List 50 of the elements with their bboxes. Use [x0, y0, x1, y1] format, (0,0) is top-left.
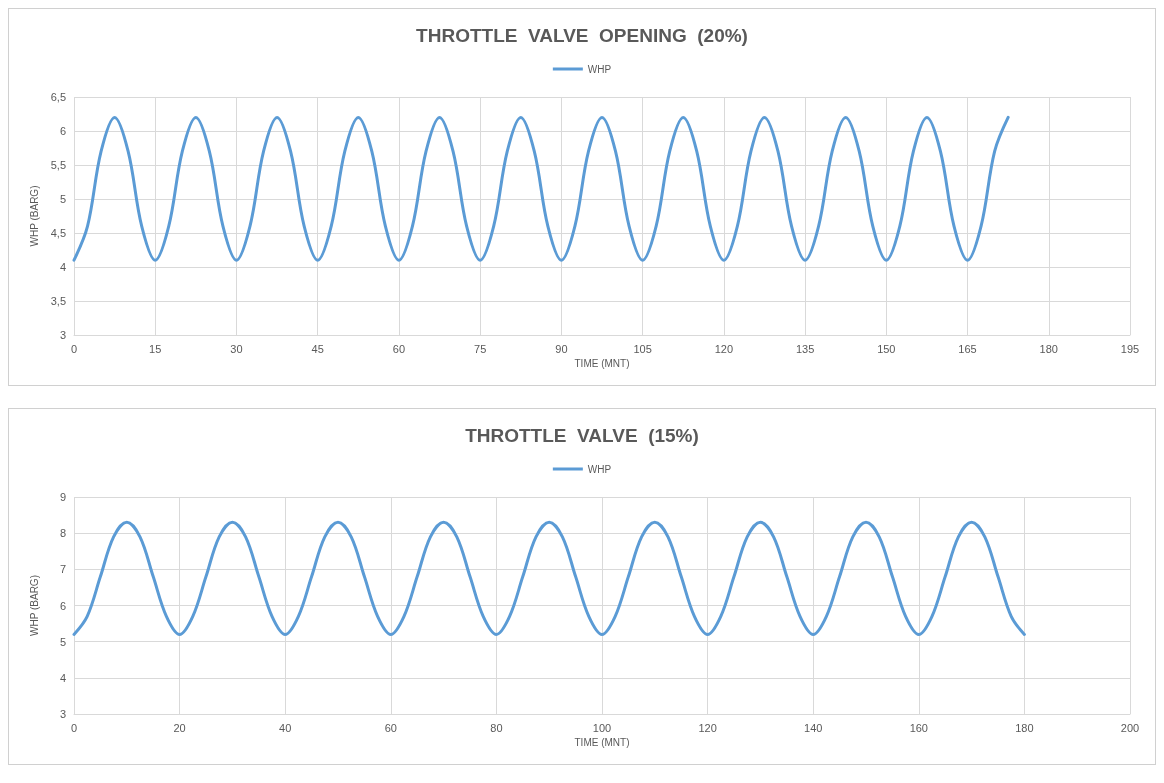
- x-tick-label: 160: [909, 721, 928, 734]
- y-tick-label: 6,5: [50, 91, 66, 103]
- y-tick-label: 4: [59, 261, 66, 273]
- y-tick-label: 5,5: [50, 159, 66, 171]
- x-tick-label: 165: [958, 342, 977, 355]
- x-tick-label: 15: [149, 342, 162, 355]
- legend-label: WHP: [587, 63, 612, 75]
- x-tick-label: 120: [714, 342, 734, 355]
- y-tick-label: 3: [59, 708, 66, 720]
- x-tick-label: 180: [1039, 342, 1058, 355]
- y-tick-label: 3,5: [50, 295, 66, 307]
- line-series: [72, 520, 1026, 636]
- x-tick-label: 0: [70, 721, 78, 734]
- x-tick-label: 200: [1120, 721, 1140, 734]
- y-axis-title: WHP (BARG): [28, 575, 40, 636]
- x-tick-label: 140: [804, 721, 823, 734]
- x-axis-title: TIME (MNT): [574, 358, 630, 370]
- y-tick-label: 4,5: [50, 227, 66, 239]
- y-tick-label: 8: [59, 527, 66, 540]
- x-tick-label: 60: [392, 342, 406, 355]
- x-tick-label: 150: [877, 342, 896, 355]
- x-tick-label: 120: [698, 721, 717, 734]
- x-tick-label: 30: [230, 342, 243, 355]
- legend-label: WHP: [587, 463, 612, 475]
- x-tick-label: 80: [490, 721, 503, 734]
- y-tick-label: 3: [59, 329, 66, 341]
- x-tick-label: 45: [311, 342, 324, 355]
- x-tick-label: 90: [555, 342, 568, 355]
- x-tick-label: 0: [70, 342, 78, 355]
- y-tick-label: 6: [59, 125, 66, 137]
- y-tick-label: 6: [59, 599, 66, 612]
- x-tick-label: 75: [474, 342, 487, 355]
- x-tick-label: 195: [1120, 342, 1140, 355]
- y-tick-label: 5: [59, 635, 66, 648]
- y-tick-label: 9: [59, 491, 66, 503]
- x-tick-label: 20: [173, 721, 186, 734]
- y-tick-label: 4: [59, 671, 66, 684]
- y-axis-title: WHP (BARG): [28, 185, 40, 247]
- x-tick-label: 60: [384, 721, 397, 734]
- chart-title: THROTTLE VALVE OPENING (20%): [416, 25, 748, 46]
- y-tick-label: 7: [59, 563, 66, 576]
- line-series: [72, 115, 1010, 262]
- x-tick-label: 40: [279, 721, 292, 734]
- x-tick-label: 105: [633, 342, 652, 355]
- x-axis-title: TIME (MNT): [574, 737, 630, 749]
- x-tick-label: 135: [795, 342, 815, 355]
- x-tick-label: 100: [592, 721, 612, 734]
- y-tick-label: 5: [59, 193, 66, 205]
- x-tick-label: 180: [1015, 721, 1034, 734]
- chart-title: THROTTLE VALVE (15%): [465, 425, 699, 446]
